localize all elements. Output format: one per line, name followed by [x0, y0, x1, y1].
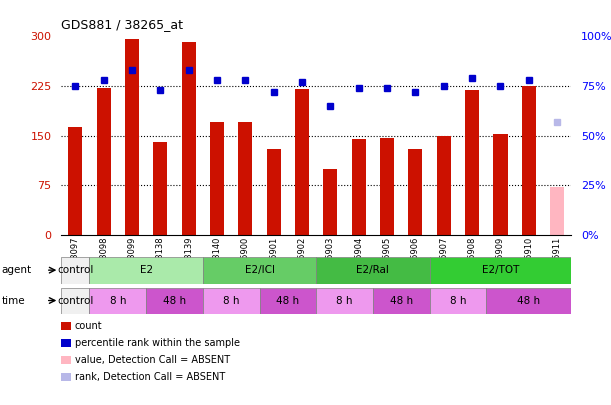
Bar [351, 139, 366, 235]
Text: 8 h: 8 h [336, 296, 353, 306]
Bar [61, 257, 89, 284]
Text: value, Detection Call = ABSENT: value, Detection Call = ABSENT [75, 355, 230, 364]
Text: rank, Detection Call = ABSENT: rank, Detection Call = ABSENT [75, 372, 225, 382]
Bar [125, 39, 139, 235]
Bar [373, 288, 430, 314]
Text: count: count [75, 321, 102, 330]
Text: E2/TOT: E2/TOT [481, 265, 519, 275]
Bar [323, 169, 337, 235]
Bar [238, 122, 252, 235]
Bar [203, 257, 316, 284]
Text: time: time [2, 296, 26, 305]
Bar [522, 86, 536, 235]
Text: 48 h: 48 h [517, 296, 540, 306]
Text: 48 h: 48 h [390, 296, 413, 306]
Bar [550, 187, 564, 235]
Bar [210, 122, 224, 235]
Text: 48 h: 48 h [163, 296, 186, 306]
Bar [430, 257, 571, 284]
Bar [437, 136, 451, 235]
Text: 8 h: 8 h [109, 296, 126, 306]
Bar [316, 257, 430, 284]
Bar [380, 138, 394, 235]
Bar [260, 288, 316, 314]
Text: E2: E2 [139, 265, 153, 275]
Bar [493, 134, 508, 235]
Text: 48 h: 48 h [276, 296, 299, 306]
Bar [146, 288, 203, 314]
Bar [68, 127, 82, 235]
Bar [316, 288, 373, 314]
Bar [486, 288, 571, 314]
Bar [97, 88, 111, 235]
Bar [153, 142, 167, 235]
Bar [203, 288, 260, 314]
Text: E2/ICI: E2/ICI [244, 265, 274, 275]
Bar [89, 257, 203, 284]
Bar [465, 90, 479, 235]
Bar [408, 149, 422, 235]
Text: percentile rank within the sample: percentile rank within the sample [75, 338, 240, 347]
Text: control: control [57, 296, 93, 306]
Text: 8 h: 8 h [450, 296, 466, 306]
Bar [181, 43, 196, 235]
Text: GDS881 / 38265_at: GDS881 / 38265_at [61, 18, 183, 31]
Text: control: control [57, 265, 93, 275]
Bar [295, 89, 309, 235]
Text: agent: agent [2, 265, 32, 275]
Text: 8 h: 8 h [223, 296, 240, 306]
Bar [61, 288, 89, 314]
Text: E2/Ral: E2/Ral [356, 265, 389, 275]
Bar [266, 149, 281, 235]
Bar [430, 288, 486, 314]
Bar [89, 288, 146, 314]
